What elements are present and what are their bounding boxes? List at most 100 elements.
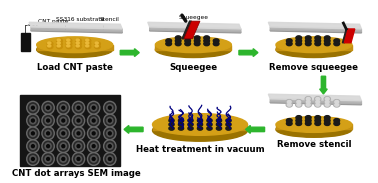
Ellipse shape — [166, 39, 172, 43]
Polygon shape — [276, 45, 352, 50]
Ellipse shape — [325, 103, 329, 106]
Polygon shape — [344, 29, 355, 43]
Ellipse shape — [108, 132, 111, 135]
Ellipse shape — [85, 39, 89, 41]
Ellipse shape — [28, 128, 38, 138]
Ellipse shape — [72, 127, 85, 140]
Ellipse shape — [226, 127, 231, 130]
Bar — [20, 95, 120, 166]
Ellipse shape — [66, 42, 72, 46]
Ellipse shape — [155, 42, 231, 57]
Ellipse shape — [178, 119, 184, 122]
Ellipse shape — [305, 122, 311, 126]
Ellipse shape — [314, 103, 321, 107]
Ellipse shape — [335, 100, 339, 103]
Ellipse shape — [226, 119, 231, 122]
Ellipse shape — [305, 36, 311, 40]
Ellipse shape — [66, 39, 72, 43]
Ellipse shape — [334, 100, 340, 104]
Ellipse shape — [75, 117, 82, 124]
Ellipse shape — [57, 45, 60, 47]
Ellipse shape — [92, 132, 95, 135]
Ellipse shape — [60, 104, 67, 111]
Ellipse shape — [315, 36, 321, 40]
Ellipse shape — [31, 106, 34, 109]
Ellipse shape — [324, 103, 330, 107]
Ellipse shape — [213, 39, 219, 43]
Ellipse shape — [175, 42, 181, 46]
Ellipse shape — [77, 106, 80, 109]
Ellipse shape — [305, 42, 311, 46]
Ellipse shape — [166, 42, 172, 46]
Ellipse shape — [74, 116, 83, 126]
Ellipse shape — [45, 130, 51, 137]
Ellipse shape — [76, 45, 81, 49]
Ellipse shape — [75, 130, 82, 137]
Ellipse shape — [188, 119, 193, 122]
Ellipse shape — [31, 132, 34, 135]
Text: Stencil: Stencil — [99, 17, 119, 22]
Ellipse shape — [296, 103, 302, 107]
Ellipse shape — [87, 114, 100, 127]
Polygon shape — [31, 27, 122, 32]
Ellipse shape — [57, 127, 70, 140]
Ellipse shape — [314, 100, 321, 104]
Ellipse shape — [324, 119, 330, 123]
Ellipse shape — [169, 123, 174, 126]
Ellipse shape — [287, 103, 291, 106]
Ellipse shape — [67, 39, 70, 41]
Ellipse shape — [85, 45, 91, 49]
Ellipse shape — [47, 45, 53, 49]
Ellipse shape — [77, 158, 80, 160]
Ellipse shape — [316, 103, 320, 106]
Ellipse shape — [175, 36, 181, 40]
Ellipse shape — [276, 37, 352, 53]
Ellipse shape — [197, 127, 203, 130]
Ellipse shape — [91, 156, 97, 162]
Ellipse shape — [42, 140, 54, 153]
Ellipse shape — [57, 101, 70, 114]
Ellipse shape — [57, 45, 62, 49]
Ellipse shape — [325, 100, 329, 103]
Ellipse shape — [74, 154, 83, 164]
Ellipse shape — [297, 100, 301, 103]
Ellipse shape — [42, 127, 54, 140]
Ellipse shape — [94, 45, 100, 49]
Ellipse shape — [59, 141, 68, 151]
Ellipse shape — [207, 119, 212, 122]
Ellipse shape — [28, 116, 38, 126]
Ellipse shape — [306, 98, 310, 100]
Polygon shape — [29, 22, 122, 29]
Ellipse shape — [91, 104, 97, 111]
Ellipse shape — [42, 153, 54, 165]
Ellipse shape — [66, 45, 72, 49]
Ellipse shape — [107, 117, 113, 124]
Ellipse shape — [45, 143, 51, 149]
Ellipse shape — [287, 39, 292, 43]
Ellipse shape — [60, 143, 67, 149]
Ellipse shape — [31, 119, 34, 122]
Ellipse shape — [306, 103, 310, 106]
Ellipse shape — [30, 117, 36, 124]
Ellipse shape — [296, 42, 302, 46]
Ellipse shape — [62, 158, 65, 160]
Ellipse shape — [27, 127, 39, 140]
Ellipse shape — [72, 114, 85, 127]
Ellipse shape — [85, 45, 89, 47]
Ellipse shape — [95, 45, 98, 47]
Ellipse shape — [89, 103, 98, 113]
Polygon shape — [270, 30, 361, 33]
Ellipse shape — [185, 39, 191, 43]
Ellipse shape — [28, 154, 38, 164]
Ellipse shape — [204, 36, 209, 40]
Ellipse shape — [194, 39, 200, 43]
FancyArrow shape — [120, 49, 139, 57]
Ellipse shape — [296, 116, 302, 119]
Ellipse shape — [197, 119, 203, 122]
Ellipse shape — [85, 42, 89, 44]
Ellipse shape — [108, 158, 111, 160]
Polygon shape — [268, 94, 361, 101]
Ellipse shape — [216, 127, 222, 130]
Ellipse shape — [105, 128, 115, 138]
Ellipse shape — [89, 128, 98, 138]
